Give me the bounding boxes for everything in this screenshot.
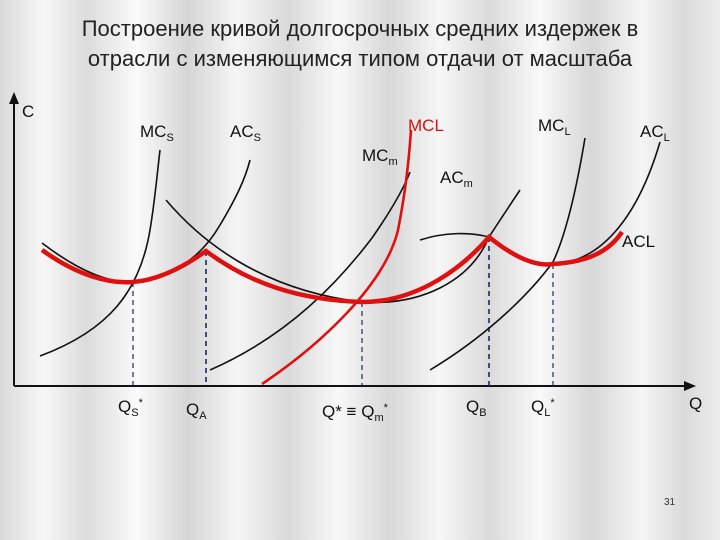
title-line-1: Построение кривой долгосрочных средних и… — [81, 16, 639, 41]
mcs-label: MCS — [140, 122, 174, 144]
ql-label: QL* — [531, 397, 555, 419]
mcl-red-label: MCL — [408, 116, 444, 135]
x-axis-arrow — [684, 381, 696, 391]
acs-label: ACS — [230, 122, 261, 144]
acm-label: ACm — [440, 168, 473, 190]
acm-curve — [165, 189, 521, 304]
acl-label: ACL — [640, 122, 670, 144]
qs-label: QS* — [118, 397, 143, 419]
qa-label: QA — [186, 400, 207, 422]
slide-title: Построение кривой долгосрочных средних и… — [20, 14, 700, 74]
acl-envelope-curve — [40, 230, 624, 305]
acs-curve — [41, 159, 251, 283]
mcl-label: MCL — [538, 116, 571, 138]
slide-number: 31 — [664, 497, 676, 508]
mcs-curve — [39, 149, 161, 357]
acl-red-label: ACL — [622, 232, 656, 251]
mcm-curve — [209, 171, 411, 371]
mcm-label: MCm — [362, 146, 398, 168]
x-axis-label: Q — [689, 394, 703, 413]
qm-label: Q* ≡ Qm* — [322, 402, 388, 424]
qb-label: QB — [466, 397, 487, 419]
y-axis-arrow — [9, 92, 19, 104]
y-axis-label: C — [22, 102, 35, 121]
mcl-red-curve — [261, 129, 413, 386]
title-line-2: отрасли с изменяющимся типом отдачи от м… — [87, 46, 633, 71]
